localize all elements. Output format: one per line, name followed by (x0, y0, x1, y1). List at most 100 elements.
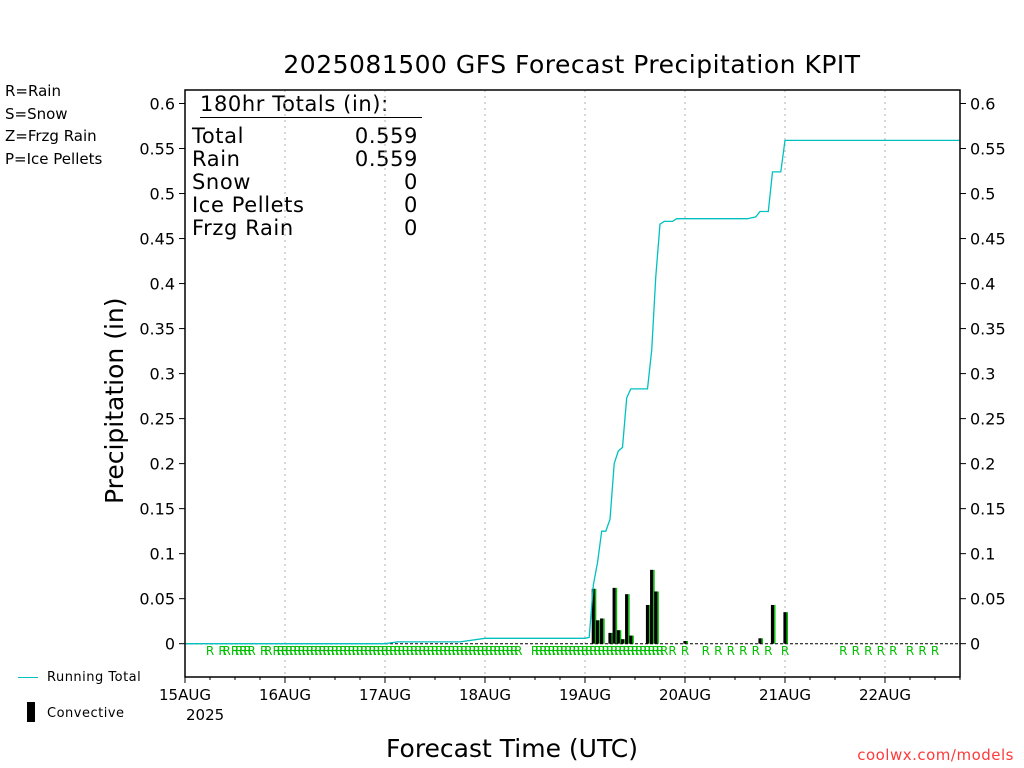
ptype-marker-80: R (577, 644, 585, 658)
ptype-marker-48: R (431, 644, 439, 658)
ptype-marker-24: R (331, 644, 339, 658)
ptype-marker-1: R (218, 644, 226, 658)
ptype-marker-85: R (597, 644, 605, 658)
convective-bar-14 (770, 604, 775, 644)
convective-bar-1 (595, 620, 600, 644)
ptype-marker-3: R (231, 644, 239, 658)
convective-bar-8 (629, 635, 633, 644)
convective-bars (591, 569, 788, 644)
xtick-label-4: 19AUG (559, 686, 611, 704)
ptype-marker-63: R (493, 644, 501, 658)
ytick-label-left-6: 0.3 (150, 365, 175, 384)
totals-label-1: Rain (192, 147, 241, 171)
legend-convective-label: Convective (47, 706, 125, 721)
credit-text: coolwx.com/models (857, 746, 1014, 764)
ptype-marker-8: R (260, 644, 268, 658)
convective-bar-0 (591, 588, 595, 644)
ptype-marker-43: R (410, 644, 418, 658)
legend-convective-swatch (27, 702, 35, 722)
ptype-marker-10: R (272, 644, 280, 658)
ptype-marker-26: R (339, 644, 347, 658)
totals-label-4: Frzg Rain (192, 216, 294, 240)
ytick-label-right-12: 0.6 (970, 95, 995, 114)
ptype-marker-76: R (560, 644, 568, 658)
ptype-marker-61: R (485, 644, 493, 658)
legend-running-total-label: Running Total (47, 670, 142, 685)
ptype-marker-31: R (360, 644, 368, 658)
ptype-marker-28: R (347, 644, 355, 658)
ptype-marker-99: R (656, 644, 664, 658)
ytick-label-right-3: 0.15 (970, 500, 1006, 519)
rain-bar-edge-14 (774, 604, 776, 644)
ptype-marker-27: R (343, 644, 351, 658)
ptype-marker-57: R (468, 644, 476, 658)
ytick-label-left-7: 0.35 (139, 320, 175, 339)
totals-value-0: 0.559 (354, 124, 418, 148)
ptype-marker-16: R (297, 644, 305, 658)
ptype-marker-52: R (447, 644, 455, 658)
ptype-marker-68: R (514, 644, 522, 658)
grid-lines (185, 90, 960, 677)
totals-value-1: 0.559 (354, 147, 418, 171)
ptype-marker-113: R (877, 644, 885, 658)
ptype-marker-7: R (247, 644, 255, 658)
ptype-marker-19: R (310, 644, 318, 658)
ptype-marker-79: R (572, 644, 580, 658)
ptype-marker-21: R (318, 644, 326, 658)
ptype-marker-42: R (406, 644, 414, 658)
convective-bar-3 (608, 632, 612, 644)
ptype-marker-89: R (614, 644, 622, 658)
ptype-marker-56: R (464, 644, 472, 658)
legend-snow: S=Snow (5, 105, 68, 123)
convective-bar-12 (683, 640, 687, 644)
rain-bar-edge-15 (786, 612, 788, 644)
ptype-marker-117: R (931, 644, 939, 658)
ptype-marker-105: R (727, 644, 735, 658)
ptype-marker-29: R (352, 644, 360, 658)
convective-bar-15 (783, 612, 787, 644)
ptype-marker-11: R (277, 644, 285, 658)
rain-bar-edge-9 (649, 604, 651, 644)
convective-bar-11 (654, 591, 658, 644)
ptype-marker-100: R (660, 644, 668, 658)
ptype-marker-88: R (610, 644, 618, 658)
rain-bar-edge-8 (632, 635, 634, 644)
rain-bar-edge-2 (603, 618, 605, 644)
ptype-marker-12: R (281, 644, 289, 658)
convective-bar-4 (612, 587, 616, 644)
ytick-label-right-2: 0.1 (970, 545, 995, 564)
ptype-marker-102: R (681, 644, 689, 658)
totals-header-underline (200, 117, 422, 118)
ptype-marker-93: R (631, 644, 639, 658)
ptype-marker-92: R (627, 644, 635, 658)
ptype-marker-53: R (452, 644, 460, 658)
xtick-label-6: 21AUG (759, 686, 811, 704)
ptype-marker-66: R (506, 644, 514, 658)
ptype-marker-46: R (422, 644, 430, 658)
totals-header: 180hr Totals (in): (200, 92, 389, 116)
ptype-marker-86: R (602, 644, 610, 658)
ptype-marker-82: R (585, 644, 593, 658)
ptype-marker-115: R (906, 644, 914, 658)
ptype-marker-40: R (397, 644, 405, 658)
convective-bar-9 (645, 604, 650, 644)
legend-running-total-swatch (18, 677, 38, 678)
ytick-label-left-1: 0.05 (139, 590, 175, 609)
ptype-marker-69: R (531, 644, 539, 658)
ytick-label-right-5: 0.25 (970, 410, 1006, 429)
ptype-marker-75: R (556, 644, 564, 658)
ptype-marker-44: R (414, 644, 422, 658)
legend-ice-pellets: P=Ice Pellets (5, 150, 103, 168)
ptype-marker-22: R (322, 644, 330, 658)
xtick-label-1: 16AUG (259, 686, 311, 704)
ptype-marker-30: R (356, 644, 364, 658)
ptype-marker-23: R (327, 644, 335, 658)
ptype-marker-90: R (618, 644, 626, 658)
ptype-marker-39: R (393, 644, 401, 658)
ptype-marker-4: R (235, 644, 243, 658)
ytick-label-right-11: 0.55 (970, 140, 1006, 159)
ytick-label-left-10: 0.5 (150, 185, 175, 204)
totals-value-3: 0 (404, 193, 418, 217)
ptype-marker-101: R (668, 644, 676, 658)
